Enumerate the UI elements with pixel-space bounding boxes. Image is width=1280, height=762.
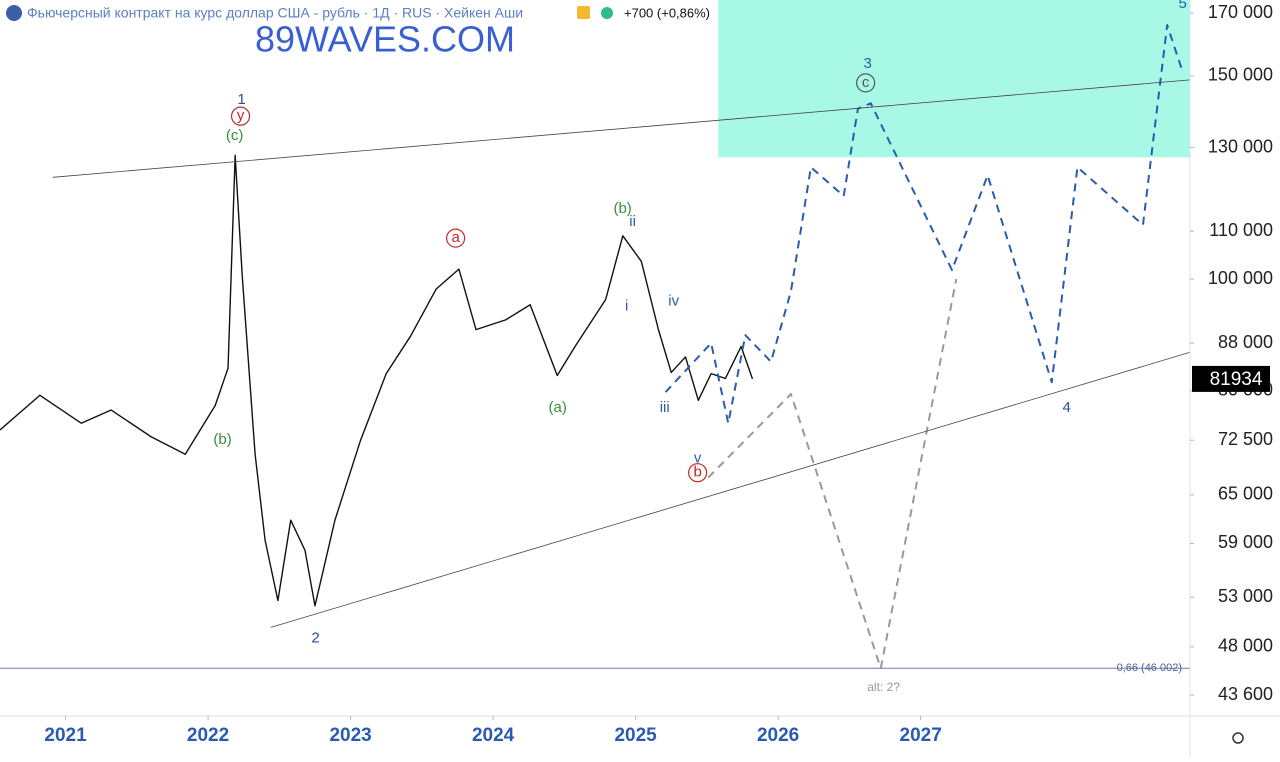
wave-label: (c) <box>226 127 244 144</box>
series-line <box>707 278 958 670</box>
x-tick-label: 2022 <box>187 725 229 746</box>
wave-label: (b) <box>613 200 631 217</box>
wave-label: 2 <box>311 630 319 647</box>
x-tick-label: 2026 <box>757 725 799 746</box>
annotation-circle <box>446 228 466 248</box>
price-change: +700 (+0,86%) <box>624 5 710 20</box>
flag-icon <box>6 5 22 21</box>
header: Фьючерсный контракт на курс доллар США -… <box>6 5 710 21</box>
x-tick-label: 2023 <box>329 725 371 746</box>
gear[interactable] <box>1232 732 1244 744</box>
y-tick-label: 170 000 <box>1208 2 1273 22</box>
y-tick-label: 130 000 <box>1208 136 1273 156</box>
wave-label: i <box>625 297 628 314</box>
wave-label: 1 <box>237 91 245 108</box>
zone-layer <box>718 0 1190 158</box>
last-price-label: 81934 <box>1210 369 1263 390</box>
wave-label: (a) <box>548 399 566 416</box>
wave-label: alt: 2? <box>867 680 900 694</box>
x-tick-label: 2027 <box>900 725 942 746</box>
watermark: 89WAVES.COM <box>255 19 515 60</box>
wave-label: c <box>862 74 870 91</box>
chart-title: Фьючерсный контракт на курс доллар США -… <box>27 5 523 21</box>
status-dot <box>601 7 613 19</box>
wave-label: y <box>237 107 245 124</box>
wave-label: (b) <box>213 431 231 448</box>
annotation-circle <box>230 106 251 126</box>
y-tick-label: 110 000 <box>1209 220 1273 240</box>
last-price-tag <box>1192 365 1270 392</box>
wave-label: 5 <box>1179 0 1187 12</box>
settings-icon[interactable] <box>1232 732 1244 744</box>
badge-icon <box>577 6 590 19</box>
y-tick-label: 48 000 <box>1218 636 1273 656</box>
series-line <box>270 351 1191 628</box>
wave-label: b <box>693 464 701 481</box>
target-zone <box>718 0 1190 158</box>
annotation-circle <box>688 463 708 483</box>
y-tick-label: 100 000 <box>1208 268 1273 288</box>
y-tick-label: 88 000 <box>1218 332 1273 352</box>
y-tick-label: 53 000 <box>1218 586 1273 606</box>
wave-label: iii <box>660 399 670 416</box>
fib-label: 0,66 (46 002) <box>1117 662 1182 674</box>
wave-label: ii <box>629 213 636 230</box>
wave-label: 3 <box>863 55 871 72</box>
wave-label: v <box>694 449 702 466</box>
y-tick-label: 150 000 <box>1208 65 1273 85</box>
series-line <box>52 79 1191 178</box>
y-tick-label: 43 600 <box>1218 684 1273 704</box>
series-line <box>0 154 754 607</box>
wave-label: iv <box>668 292 679 309</box>
axes-layer: 170 000 150 000 130 000 110 000 100 000 88 00… <box>44 2 1273 746</box>
y-tick-label: 72 500 <box>1218 429 1273 449</box>
wave-label: a <box>451 229 460 246</box>
x-tick-label: 2024 <box>472 725 515 746</box>
y-tick-label: 65 000 <box>1218 484 1273 504</box>
x-tick-label: 2021 <box>44 725 87 746</box>
wave-label: 4 <box>1063 399 1071 416</box>
annotation-circle <box>856 73 876 93</box>
x-tick-label: 2025 <box>614 725 657 746</box>
y-tick-label: 59 000 <box>1218 532 1273 552</box>
